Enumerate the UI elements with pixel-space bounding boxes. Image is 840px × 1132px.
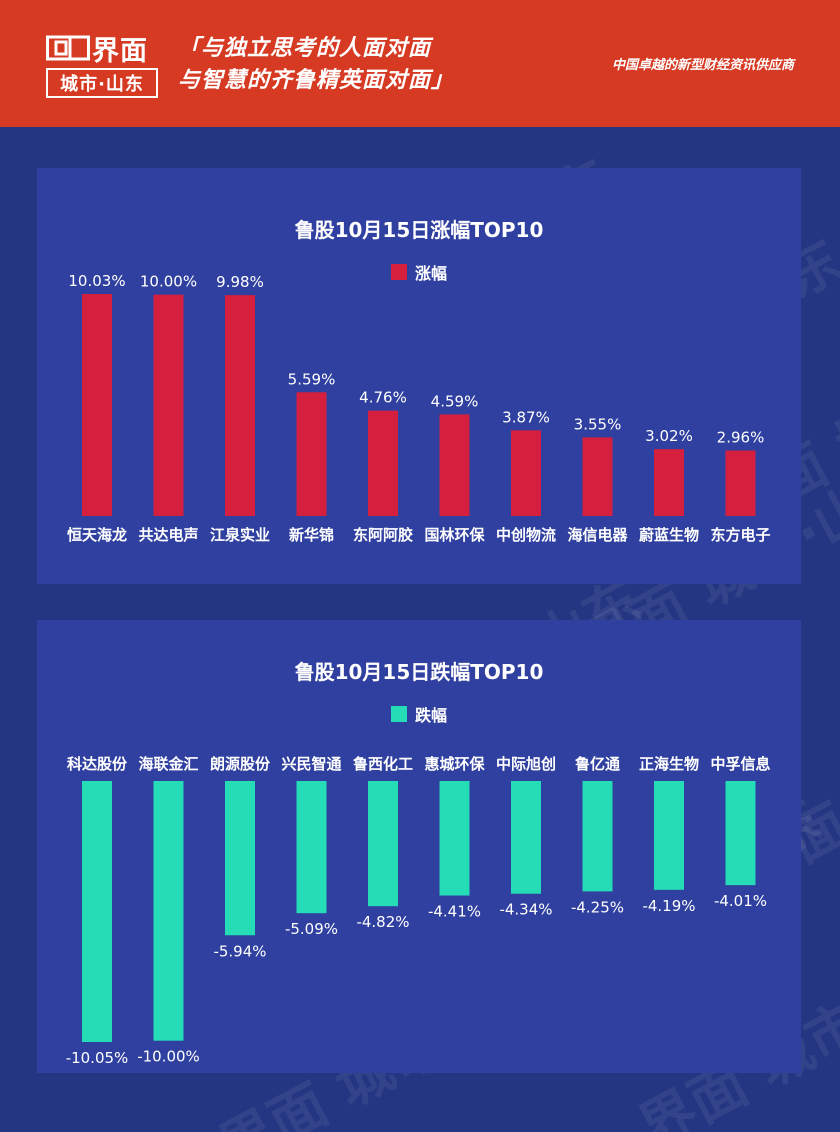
data-label: 9.98% xyxy=(216,273,264,291)
fall-legend-swatch xyxy=(390,706,407,722)
data-label: -5.09% xyxy=(285,920,338,938)
data-label: -4.34% xyxy=(499,901,552,919)
data-label: -4.25% xyxy=(571,898,624,916)
bar xyxy=(368,410,398,516)
fall-chart-panel: 鲁股10月15日跌幅TOP10 跌幅 -10.05% 科达股份 -10.00% 海联金… xyxy=(37,620,801,1073)
bar xyxy=(153,294,184,516)
data-label: 4.76% xyxy=(359,389,407,407)
category-label: 江泉实业 xyxy=(210,526,270,544)
slogan-line-1: 「与独立思考的人面对面 xyxy=(178,36,432,61)
category-label: 共达电声 xyxy=(138,526,198,544)
bar xyxy=(368,781,398,907)
data-label: 5.59% xyxy=(288,370,336,388)
bar xyxy=(582,781,613,892)
data-label: 2.96% xyxy=(717,428,765,446)
category-label: 东阿阿胶 xyxy=(353,526,413,544)
data-label: -5.94% xyxy=(213,942,266,960)
brand-name: 界面 xyxy=(92,35,148,67)
header-banner: 界面 城市·山东 「与独立思考的人面对面 与智慧的齐鲁精英面对面」 中国卓越的新… xyxy=(0,0,840,127)
bar xyxy=(296,781,327,914)
fall-legend-label: 跌幅 xyxy=(414,706,447,725)
category-label: 蔚蓝生物 xyxy=(639,526,699,544)
rise-chart-panel: 鲁股10月15日涨幅TOP10 涨幅 10.03% 恒天海龙 10.00% 共达电声 9… xyxy=(37,168,801,584)
rise-chart-title: 鲁股10月15日涨幅TOP10 xyxy=(294,218,544,242)
category-label: 正海生物 xyxy=(639,755,699,773)
category-label: 鲁西化工 xyxy=(353,755,413,773)
data-label: -10.00% xyxy=(137,1048,200,1066)
data-label: 4.59% xyxy=(431,392,479,410)
data-label: -4.82% xyxy=(356,913,409,931)
logo-mark-icon xyxy=(46,34,90,62)
data-label: 10.03% xyxy=(68,272,125,290)
bar xyxy=(439,781,470,896)
bar xyxy=(654,449,684,516)
category-label: 鲁亿通 xyxy=(575,755,620,773)
slogan: 「与独立思考的人面对面 与智慧的齐鲁精英面对面」 xyxy=(178,33,454,97)
slogan-line-2: 与智慧的齐鲁精英面对面」 xyxy=(178,68,455,93)
data-label: -4.01% xyxy=(714,892,767,910)
sub-brand: 城市·山东 xyxy=(46,68,158,98)
category-label: 国林环保 xyxy=(424,526,485,544)
bar xyxy=(725,781,756,886)
bar xyxy=(511,430,541,516)
bar xyxy=(225,295,255,516)
data-label: -4.41% xyxy=(428,903,481,921)
bar xyxy=(153,781,184,1041)
bar xyxy=(82,781,112,1042)
bar xyxy=(511,781,541,894)
category-label: 海联金汇 xyxy=(138,755,198,773)
bar xyxy=(82,294,112,516)
category-label: 兴民智通 xyxy=(281,755,341,773)
bar xyxy=(296,392,327,516)
bar xyxy=(439,414,470,516)
data-label: 3.87% xyxy=(502,408,550,426)
rise-bar-chart: 10.03% 恒天海龙 10.00% 共达电声 9.98% 江泉实业 5.59% 新华锦 4.7… xyxy=(67,272,771,544)
fall-bar-chart: -10.05% 科达股份 -10.00% 海联金汇 -5.94% 朗源股份 -5.09% 兴民… xyxy=(66,755,771,1067)
fall-chart-legend: 跌幅 xyxy=(37,702,801,726)
category-label: 东方电子 xyxy=(710,526,770,544)
category-label: 科达股份 xyxy=(67,755,128,773)
data-label: 3.02% xyxy=(645,427,693,445)
category-label: 恒天海龙 xyxy=(67,526,127,544)
category-label: 海信电器 xyxy=(567,526,628,544)
category-label: 朗源股份 xyxy=(210,755,271,773)
category-label: 中际旭创 xyxy=(496,755,556,773)
data-label: -4.19% xyxy=(642,897,695,915)
fall-chart-title: 鲁股10月15日跌幅TOP10 xyxy=(294,660,544,684)
brand-logo[interactable]: 界面 城市·山东 xyxy=(46,30,158,98)
data-label: 3.55% xyxy=(574,415,622,433)
tagline: 中国卓越的新型财经资讯供应商 xyxy=(611,58,794,73)
data-label: -10.05% xyxy=(66,1049,129,1067)
data-label: 10.00% xyxy=(140,273,197,291)
bar xyxy=(582,437,613,516)
category-label: 中孚信息 xyxy=(710,755,770,773)
rise-chart-legend: 涨幅 xyxy=(37,260,801,284)
bar xyxy=(654,781,684,890)
rise-legend-swatch xyxy=(390,264,407,280)
logo-top-row: 界面 xyxy=(46,30,158,67)
rise-legend-label: 涨幅 xyxy=(414,264,447,283)
bar xyxy=(725,450,756,516)
bar xyxy=(225,781,255,936)
category-label: 新华锦 xyxy=(289,526,334,544)
category-label: 惠城环保 xyxy=(424,755,485,773)
category-label: 中创物流 xyxy=(496,526,556,544)
